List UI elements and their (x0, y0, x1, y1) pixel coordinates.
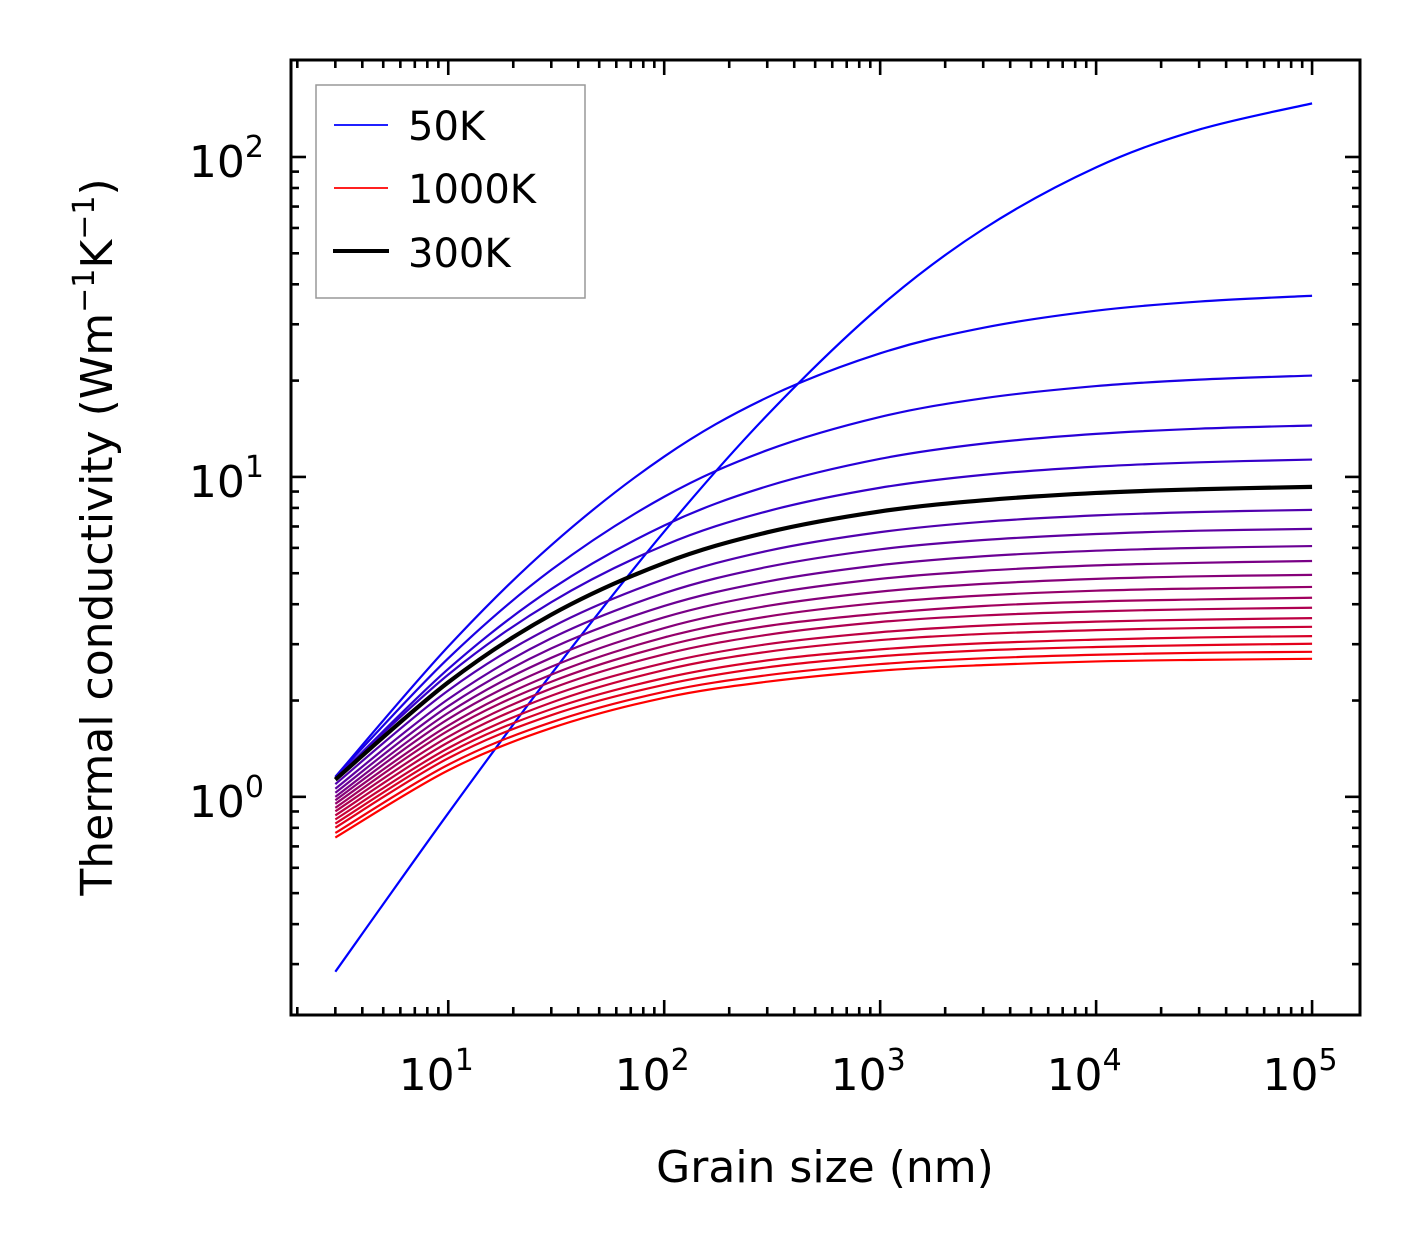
legend-label-1000k: 1000K (408, 167, 538, 213)
legend-frame (315, 84, 586, 299)
y-axis-label-main: Thermal conductivity (Wm (72, 313, 123, 897)
y-tick-label: 101 (189, 450, 264, 508)
series-line-550k (334, 573, 1313, 802)
series-line-950k (334, 650, 1313, 834)
x-tick-label-exp: 1 (455, 1043, 474, 1078)
series-line-800k (334, 625, 1313, 821)
x-tick-label-base: 10 (399, 1050, 455, 1101)
y-tick-label-exp: 0 (245, 770, 264, 805)
legend-label-50k: 50K (408, 104, 487, 150)
legend-label-300k: 300K (408, 231, 512, 277)
x-tick-label: 102 (615, 1043, 690, 1101)
series-line-700k (334, 606, 1313, 813)
y-axis-label-exp2: −1 (67, 196, 102, 240)
series-line-600k (334, 585, 1313, 805)
series-line-400k (334, 527, 1313, 790)
series-line-300k (333, 484, 1313, 782)
y-tick-label: 102 (189, 130, 264, 188)
x-tick-label-base: 10 (1263, 1050, 1319, 1101)
x-tick-label-exp: 2 (671, 1043, 690, 1078)
series-line-200k (334, 424, 1313, 780)
y-tick-label-exp: 2 (245, 130, 264, 165)
x-tick-labels: 101 102 103 104 105 (399, 1043, 1338, 1101)
series-line-150k (334, 374, 1313, 778)
x-tick-label-exp: 5 (1319, 1043, 1338, 1078)
x-tick-label-exp: 4 (1103, 1043, 1122, 1078)
series-layer (333, 102, 1313, 973)
x-tick-label-exp: 3 (887, 1043, 906, 1078)
x-tick-label: 104 (1047, 1043, 1122, 1101)
series-line-250k (334, 458, 1313, 779)
x-tick-label: 103 (831, 1043, 906, 1101)
y-tick-label-base: 10 (189, 457, 245, 508)
y-tick-label-base: 10 (189, 137, 245, 188)
plot-frame (289, 58, 1362, 1017)
series-line-100k (334, 294, 1313, 778)
series-line-650k (334, 596, 1313, 809)
series-line-350k (334, 508, 1313, 785)
y-tick-label-base: 10 (189, 777, 245, 828)
x-tick-label-base: 10 (831, 1050, 887, 1101)
series-line-900k (334, 642, 1313, 829)
y-axis-label-end: ) (72, 178, 123, 195)
x-axis-label: Grain size (nm) (656, 1142, 994, 1193)
legend: 50K 1000K 300K (315, 84, 586, 299)
y-tick-label: 100 (189, 770, 264, 828)
series-line-750k (334, 616, 1313, 817)
series-line-1000k (334, 657, 1313, 839)
y-axis-label-exp1: −1 (67, 269, 102, 313)
series-line-850k (334, 635, 1313, 825)
x-tick-label-base: 10 (615, 1050, 671, 1101)
series-line-50k (334, 102, 1313, 973)
x-tick-label: 105 (1263, 1043, 1338, 1101)
y-axis-label: Thermal conductivity (Wm−1K−1) (67, 178, 123, 896)
x-tick-label: 101 (399, 1043, 474, 1101)
y-tick-label-exp: 1 (245, 450, 264, 485)
y-axis-label-mid: K (72, 239, 123, 269)
series-line-500k (334, 559, 1313, 798)
series-line-450k (334, 544, 1313, 794)
x-tick-label-base: 10 (1047, 1050, 1103, 1101)
